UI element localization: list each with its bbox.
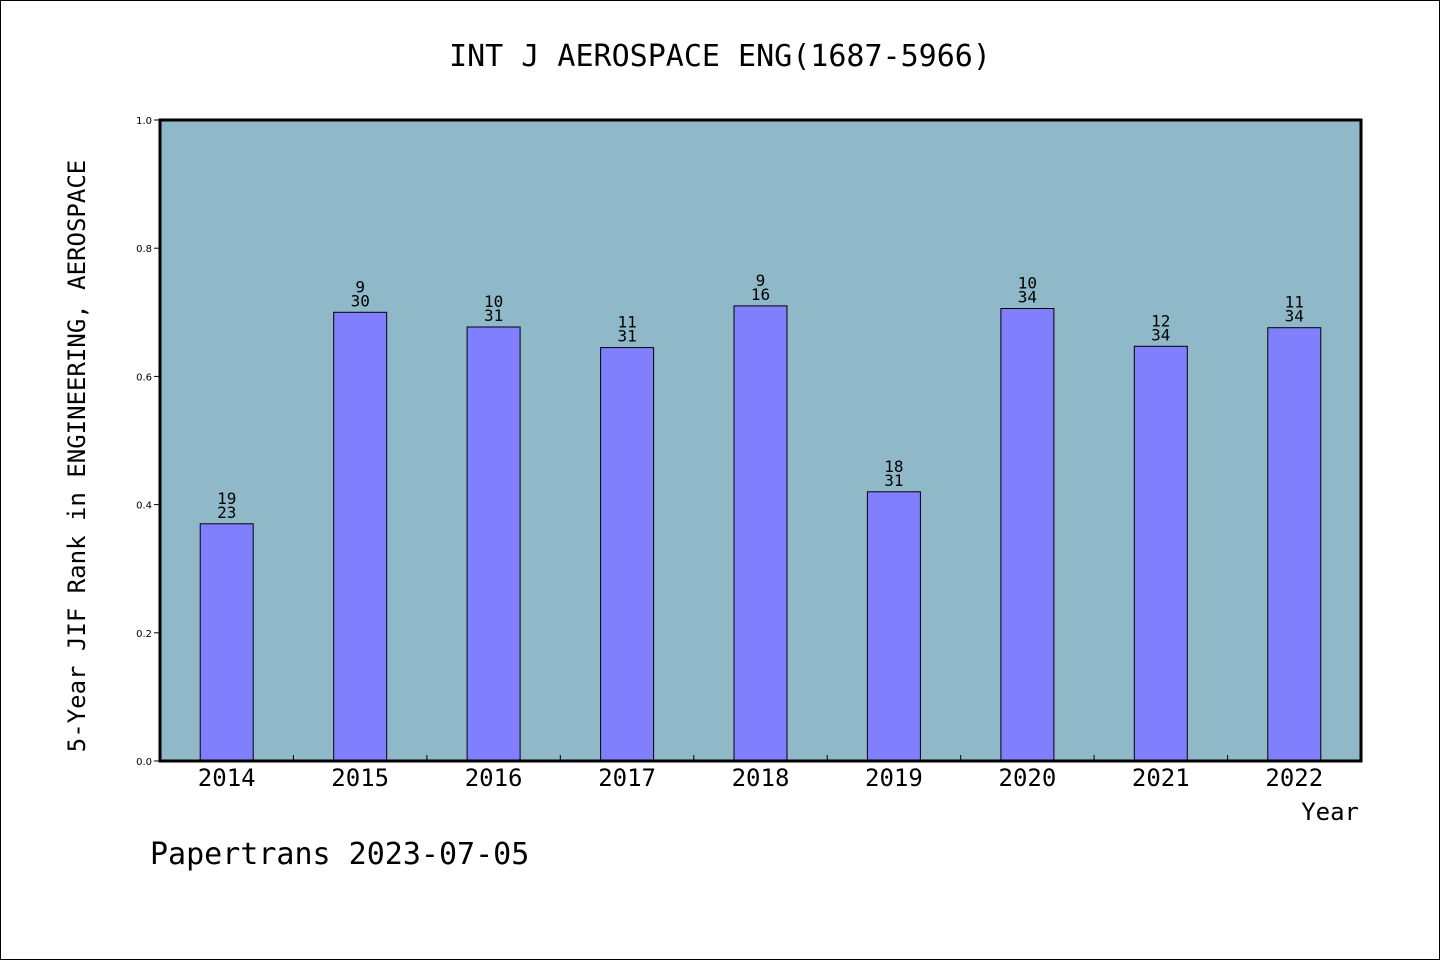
- bar-rank-label: 10: [1018, 274, 1037, 293]
- x-axis: 2014 2015 2016 2017 2018 2019 2020 2021 2022: [198, 755, 1323, 792]
- bar-2014: [199, 523, 254, 762]
- footer-credit: Papertrans 2023-07-05: [150, 837, 529, 872]
- x-axis-label: Year: [1301, 798, 1359, 826]
- x-tick-label: 2014: [198, 764, 256, 792]
- x-tick-label: 2022: [1265, 764, 1323, 792]
- bar-rank-label: 9: [355, 277, 365, 296]
- bar-2018: [733, 305, 788, 762]
- bar-2015: [333, 311, 388, 762]
- y-axis: 0.0 0.2 0.4 0.6 0.8 1.0: [136, 116, 160, 768]
- bar-total-label: 30: [351, 291, 370, 310]
- x-tick-label: 2021: [1132, 764, 1190, 792]
- bar-2020: [1000, 308, 1055, 762]
- bar-2021: [1133, 345, 1188, 762]
- bar-rank-label: 11: [1285, 293, 1304, 312]
- x-tick-label: 2017: [598, 764, 656, 792]
- bar-total-label: 31: [884, 471, 903, 490]
- x-tick-label: 2019: [865, 764, 923, 792]
- bar-rank-label: 11: [617, 313, 636, 332]
- x-tick-label: 2020: [999, 764, 1057, 792]
- bar-2017: [600, 347, 655, 762]
- bar-2016: [466, 326, 521, 762]
- bar-total-label: 23: [217, 503, 236, 522]
- y-tick-label: 0.6: [136, 372, 152, 383]
- bars-group: [199, 305, 1322, 762]
- y-tick-label: 0.2: [136, 629, 152, 640]
- bar-total-label: 31: [617, 327, 636, 346]
- bar-rank-label: 9: [756, 271, 766, 290]
- x-tick-label: 2016: [465, 764, 523, 792]
- y-tick-label: 1.0: [136, 116, 152, 127]
- bar-2019: [866, 491, 921, 762]
- bar-rank-label: 18: [884, 457, 903, 476]
- bar-total-label: 34: [1018, 288, 1037, 307]
- y-tick-label: 0.4: [136, 501, 152, 512]
- x-tick-label: 2015: [331, 764, 389, 792]
- y-tick-label: 0.0: [136, 757, 152, 768]
- x-tick-label: 2018: [732, 764, 790, 792]
- bar-total-label: 16: [751, 285, 770, 304]
- bar-rank-label: 10: [484, 292, 503, 311]
- bar-rank-label: 12: [1151, 311, 1170, 330]
- bar-2022: [1267, 327, 1322, 762]
- bar-rank-label: 19: [217, 489, 236, 508]
- bar-total-label: 34: [1151, 325, 1170, 344]
- y-tick-label: 0.8: [136, 244, 152, 255]
- bar-total-label: 31: [484, 306, 503, 325]
- chart-title: INT J AEROSPACE ENG(1687-5966): [449, 39, 991, 74]
- plot-border: [158, 118, 1363, 763]
- y-axis-label: 5-Year JIF Rank in ENGINEERING, AEROSPAC…: [63, 160, 91, 752]
- bar-total-label: 34: [1285, 307, 1304, 326]
